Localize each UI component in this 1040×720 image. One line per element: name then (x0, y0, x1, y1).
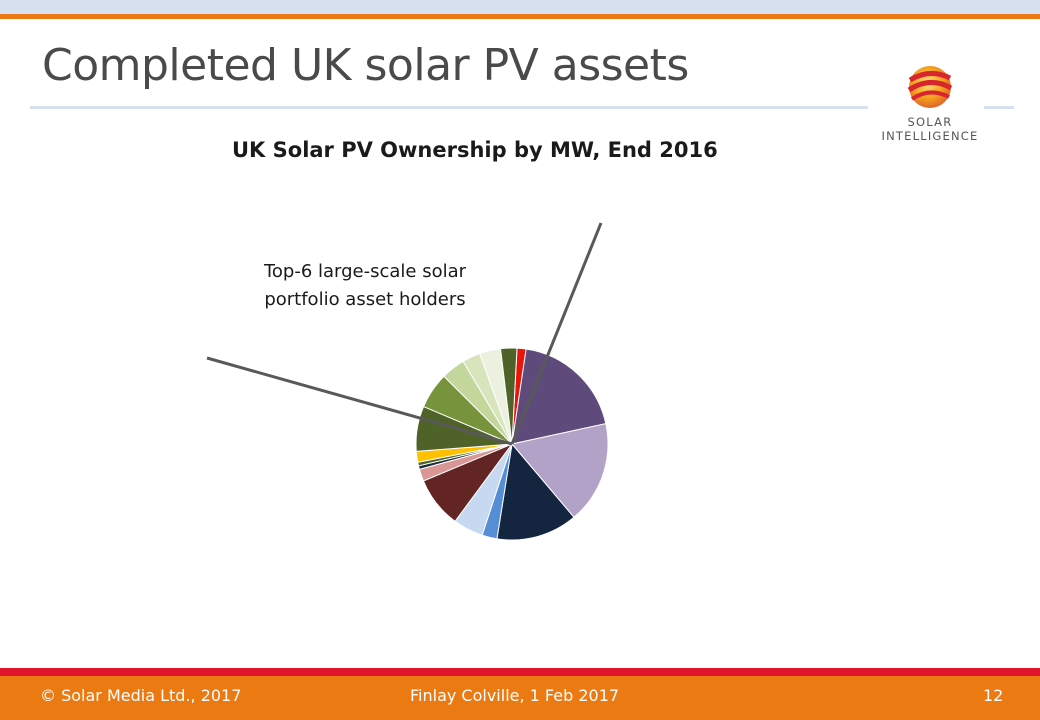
pie-slice-4 (496, 442, 575, 541)
page-title: Completed UK solar PV assets (42, 40, 689, 91)
footer-page-number: 12 (983, 686, 1004, 705)
pie-slices (415, 347, 609, 541)
logo-text-line2: INTELLIGENCE (881, 129, 979, 143)
footer-bar (0, 676, 1040, 720)
title-divider (30, 106, 868, 109)
footer-copyright: © Solar Media Ltd., 2017 (40, 686, 242, 705)
pie-slice-2 (511, 348, 607, 445)
title-divider-right (984, 106, 1014, 109)
solar-intelligence-logo-icon (907, 66, 953, 108)
callout-line-2 (206, 356, 513, 446)
footer-author-date: Finlay Colville, 1 Feb 2017 (410, 686, 620, 705)
top-band (0, 0, 1040, 14)
callout-line-1 (510, 222, 603, 445)
pie-slice-3 (511, 423, 609, 519)
footer-red-bar (0, 668, 1040, 676)
callout-annotation-line1: Top-6 large-scale solar (263, 261, 467, 282)
callout-lines (206, 222, 603, 446)
logo-text-line1: SOLAR (907, 115, 953, 129)
chart-title: UK Solar PV Ownership by MW, End 2016 (232, 138, 718, 162)
callout-annotation-line2: portfolio asset holders (264, 289, 466, 310)
top-accent-bar (0, 14, 1040, 19)
pie-slice-17 (499, 347, 518, 445)
callout-annotation: Top-6 large-scale solar portfolio asset … (236, 258, 494, 314)
